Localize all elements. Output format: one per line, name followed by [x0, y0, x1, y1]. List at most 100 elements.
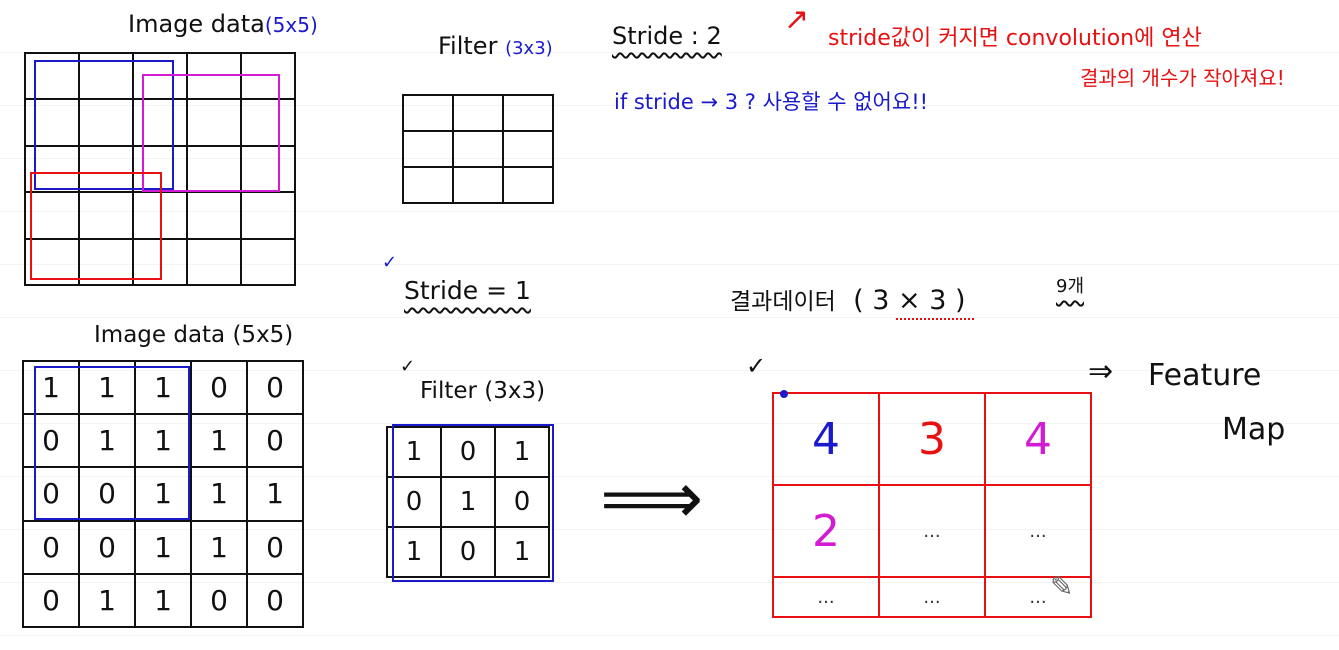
- grid-cell: [502, 166, 554, 204]
- grid-cell: [186, 237, 242, 287]
- grid-cell: [240, 191, 296, 240]
- bottom-filter-blue-box: [392, 424, 554, 582]
- bottom-blue-window-box: [34, 366, 190, 520]
- top-image-grid: [24, 51, 296, 287]
- grid-cell: 4: [772, 391, 880, 487]
- top-filter-grid: [402, 94, 554, 204]
- grid-cell: [502, 94, 554, 132]
- grid-cell: 0: [440, 526, 496, 578]
- grid-cell: 0: [22, 466, 80, 522]
- grid-row: .........: [772, 576, 1092, 618]
- big-arrow-icon: ⟹: [600, 456, 704, 540]
- stride-1-label: Stride = 1: [404, 276, 531, 305]
- grid-cell: [78, 191, 134, 240]
- grid-cell: ...: [772, 576, 880, 618]
- feature-map-label-line2: Map: [1222, 412, 1286, 447]
- grid-cell: 0: [386, 476, 442, 528]
- grid-cell: ...: [984, 484, 1092, 579]
- top-filter-title: Filter (3x3): [438, 32, 553, 60]
- grid-cell: [78, 237, 134, 287]
- grid-row: [402, 166, 554, 204]
- grid-cell: [78, 98, 134, 147]
- feature-map-arrow-icon: ⇒: [1088, 354, 1114, 389]
- arrow-up-icon: ↗: [784, 2, 810, 37]
- grid-cell: 0: [22, 519, 80, 575]
- grid-row: [24, 237, 296, 287]
- grid-cell: [186, 51, 242, 101]
- grid-row: [24, 51, 296, 101]
- grid-cell: 1: [78, 413, 136, 469]
- bottom-filter-check-icon: ✓: [400, 356, 416, 377]
- grid-cell: 1: [134, 519, 192, 575]
- grid-cell: 1: [190, 466, 248, 522]
- result-size-red-underline: [896, 318, 974, 320]
- stride-2-label: Stride : 2: [612, 22, 722, 50]
- feature-map-grid: 4 3 4 2...............: [772, 391, 1092, 618]
- grid-cell: [402, 166, 454, 204]
- stride-note-red-1: stride값이 커지면 convolution에 연산: [828, 26, 1202, 51]
- grid-cell: 3: [878, 391, 986, 487]
- grid-cell: 1: [78, 572, 136, 629]
- grid-cell: [186, 98, 242, 147]
- grid-cell: [502, 130, 554, 168]
- grid-cell: [240, 237, 296, 287]
- grid-cell: 0: [190, 359, 248, 416]
- grid-cell: 1: [386, 526, 442, 578]
- grid-cell: [24, 144, 80, 194]
- grid-cell: 1: [190, 413, 248, 469]
- top-filter-title-text: Filter: [438, 32, 498, 60]
- grid-row: [24, 98, 296, 147]
- grid-cell: [240, 98, 296, 147]
- bottom-image-title: Image data (5x5): [94, 322, 294, 348]
- grid-cell: 1: [134, 413, 192, 469]
- grid-cell: [78, 144, 134, 194]
- grid-cell: [402, 94, 454, 132]
- grid-cell: 1: [134, 359, 192, 416]
- blue-dot-marker: [780, 390, 788, 398]
- grid-cell: ...: [878, 484, 986, 579]
- grid-cell: [240, 144, 296, 194]
- grid-cell: 1: [78, 359, 136, 416]
- grid-cell: 0: [22, 572, 80, 629]
- grid-cell: 1: [440, 476, 496, 528]
- stride-note-blue: if stride → 3 ? 사용할 수 없어요!!: [614, 90, 929, 114]
- grid-cell: [24, 98, 80, 147]
- grid-cell: 0: [246, 572, 304, 629]
- blue-window-box: [34, 60, 174, 190]
- grid-cell: 2: [772, 484, 880, 579]
- grid-cell: 4: [984, 391, 1092, 487]
- result-check-icon: ✓: [746, 352, 767, 380]
- feature-map-label-line1: Feature: [1148, 358, 1262, 393]
- stride-1-check-icon: ✓: [382, 252, 398, 273]
- result-title-prefix: 결과데이터: [730, 289, 836, 315]
- grid-cell: 0: [22, 413, 80, 469]
- grid-cell: ...: [984, 576, 1092, 618]
- grid-cell: ...: [878, 576, 986, 618]
- top-image-title-text: Image data: [128, 10, 265, 38]
- grid-cell: 1: [494, 526, 550, 578]
- stride-note-red-2: 결과의 개수가 작아져요!: [1080, 66, 1285, 90]
- grid-cell: [24, 191, 80, 240]
- grid-cell: 0: [246, 413, 304, 469]
- red-window-box: [30, 172, 162, 280]
- pen-cursor-icon: ✎: [1050, 570, 1074, 603]
- result-title: 결과데이터 ( 3 × 3 ): [730, 282, 966, 316]
- grid-cell: 1: [134, 572, 192, 629]
- grid-cell: [452, 166, 504, 204]
- grid-cell: 0: [78, 466, 136, 522]
- grid-cell: [24, 237, 80, 287]
- grid-row: 2......: [772, 484, 1092, 579]
- grid-cell: 1: [386, 426, 442, 478]
- grid-cell: [402, 130, 454, 168]
